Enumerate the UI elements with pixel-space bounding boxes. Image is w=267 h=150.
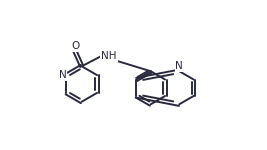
Text: O: O: [71, 41, 79, 51]
Text: N: N: [175, 61, 183, 71]
Text: N: N: [59, 70, 66, 80]
Text: NH: NH: [101, 51, 117, 61]
